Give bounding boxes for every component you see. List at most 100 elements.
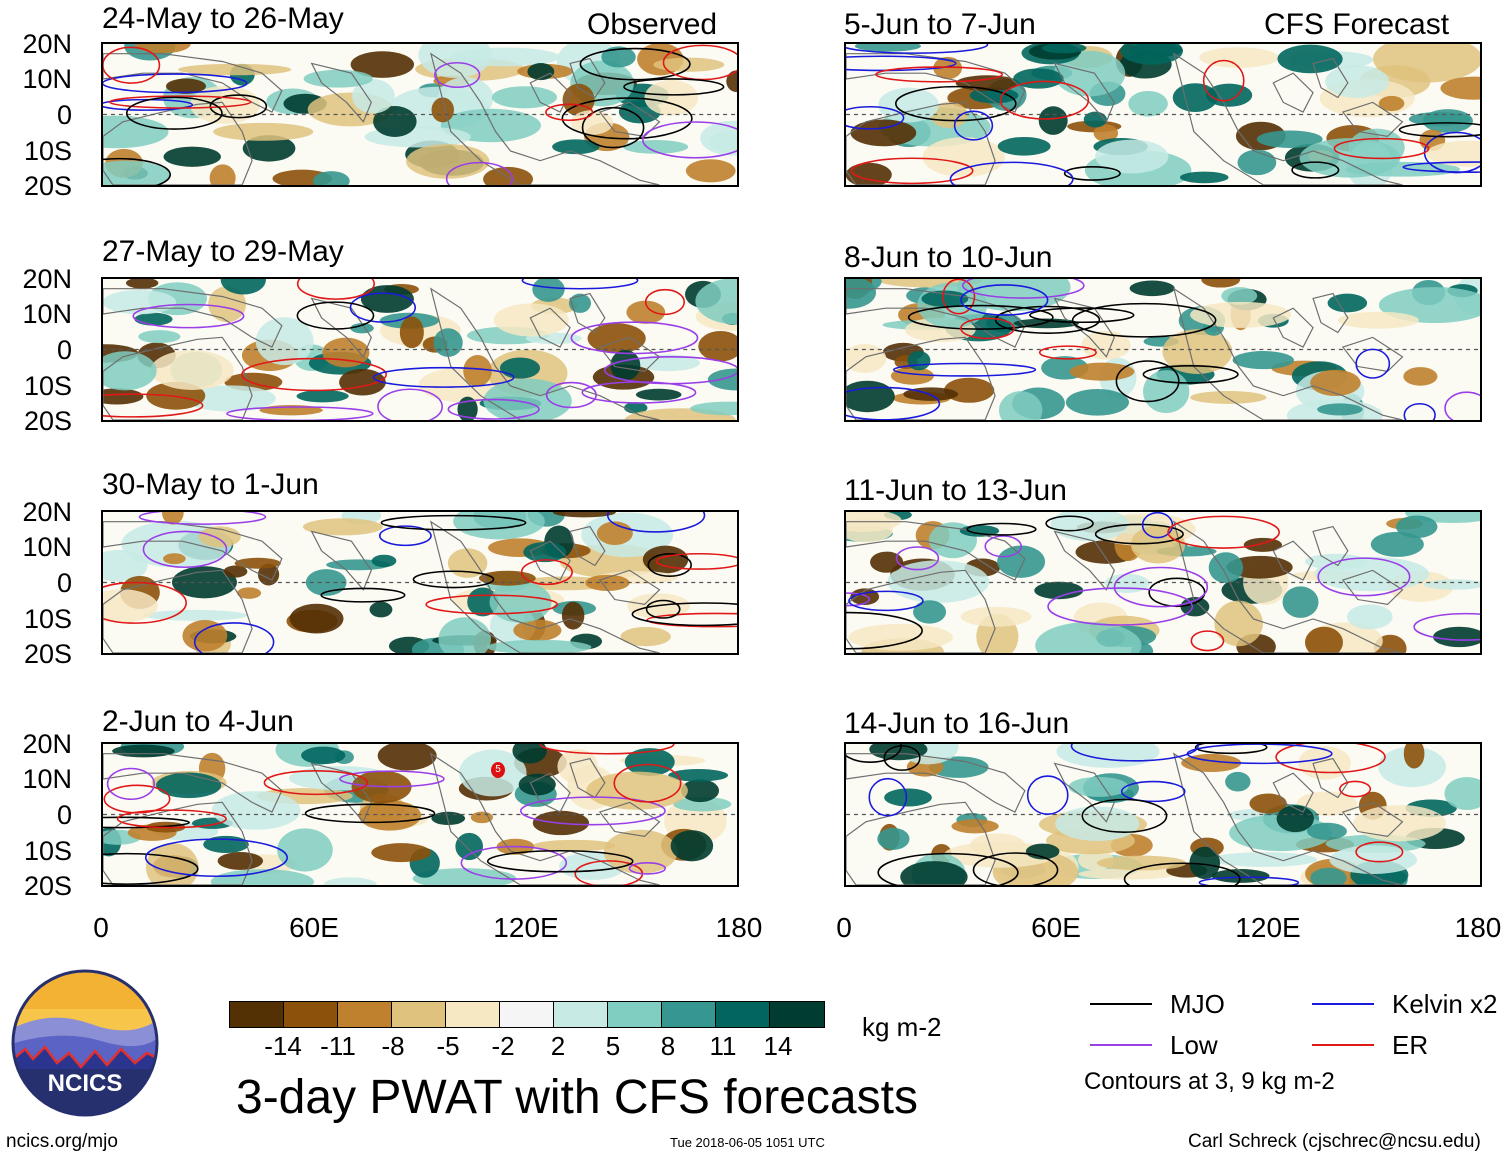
- lon-label-120e: 120E: [1235, 912, 1301, 943]
- lat-label-10n: 10N: [22, 764, 72, 794]
- colorbar-units: kg m-2: [862, 1012, 942, 1042]
- panel-title-fc3: 11-Jun to 13-Jun: [844, 474, 1067, 507]
- contour-line: [631, 602, 737, 627]
- coastline: [1312, 757, 1349, 799]
- contour-line: [646, 612, 737, 628]
- contour-line: [304, 803, 436, 824]
- anomaly-blob: [1081, 330, 1131, 360]
- contour-line: [960, 284, 1049, 316]
- anomaly-blob: [255, 317, 314, 366]
- lat-label-20n: 20N: [22, 729, 72, 759]
- contour-line: [103, 157, 171, 185]
- contour-line: [103, 73, 248, 94]
- anomaly-blob: [150, 350, 234, 390]
- coastline: [103, 753, 283, 813]
- contour-line: [875, 66, 1004, 83]
- anomaly-blob: [373, 106, 417, 137]
- anomaly-blob: [870, 551, 904, 573]
- coastline: [429, 52, 660, 185]
- contour-line: [994, 305, 1101, 334]
- anomaly-blob: [257, 563, 280, 586]
- anomaly-blob: [178, 63, 292, 76]
- coastline: [1172, 52, 1403, 185]
- anomaly-blob: [455, 832, 484, 861]
- anomaly-blob: [1325, 65, 1389, 98]
- anomaly-blob: [1162, 329, 1233, 375]
- anomaly-blob: [1221, 287, 1258, 305]
- anomaly-blob: [854, 44, 921, 52]
- contour-line: [339, 770, 445, 788]
- coastline: [529, 307, 571, 348]
- colorbar-swatch: [770, 1002, 824, 1027]
- contour-line: [883, 745, 921, 771]
- colorbar-tick: 11: [709, 1031, 737, 1061]
- contour-line: [519, 796, 666, 826]
- contour-line: [296, 279, 375, 300]
- contour-line: [999, 80, 1090, 120]
- coastline: [103, 101, 253, 185]
- contour-line: [226, 406, 374, 420]
- pwat-map-fc1: [846, 44, 1480, 185]
- anomaly-blob: [878, 87, 939, 123]
- anomaly-blob: [165, 78, 207, 94]
- contour-line: [103, 581, 187, 624]
- lat-label-10n: 10N: [22, 64, 72, 94]
- lat-label-20n: 20N: [22, 29, 72, 59]
- colorbar-swatch: [554, 1002, 608, 1027]
- anomaly-blob: [412, 868, 517, 885]
- anomaly-blob: [907, 350, 931, 371]
- author-credit: Carl Schreck (cjschrec@ncsu.edu): [1188, 1131, 1481, 1152]
- contour-line: [241, 357, 388, 392]
- anomaly-blob: [642, 545, 689, 574]
- contour-line: [628, 862, 667, 875]
- anomaly-blob: [156, 772, 222, 799]
- anomaly-blob: [1403, 744, 1425, 769]
- anomaly-blob: [211, 791, 301, 830]
- anomaly-blob: [848, 623, 953, 651]
- legend-line-mjo: [1090, 1003, 1152, 1005]
- contour-line: [1123, 862, 1241, 885]
- coastline: [103, 288, 283, 348]
- coastline: [1272, 772, 1314, 813]
- contour-line: [561, 97, 693, 140]
- anomaly-blob: [1065, 388, 1130, 416]
- anomaly-blob: [103, 388, 144, 405]
- anomaly-blob: [103, 115, 169, 149]
- legend-line-low: [1090, 1044, 1152, 1046]
- anomaly-blob: [350, 51, 415, 78]
- contour-line: [846, 44, 989, 54]
- lat-label-eq: 0: [56, 568, 72, 598]
- anomaly-blob: [486, 639, 592, 653]
- anomaly-blob: [846, 162, 892, 185]
- coastline: [1272, 307, 1314, 348]
- map-panel-obs4: 5: [101, 742, 739, 887]
- anomaly-blob: [644, 79, 699, 116]
- anomaly-blob: [163, 553, 186, 565]
- legend-label-kelvin: Kelvin x2: [1392, 989, 1498, 1019]
- anomaly-blob: [1226, 555, 1293, 579]
- coastline: [569, 757, 606, 799]
- anomaly-blob: [670, 830, 714, 862]
- map-panel-fc2: [844, 277, 1482, 422]
- lat-label-20n: 20N: [22, 264, 72, 294]
- anomaly-blob: [1068, 776, 1129, 797]
- anomaly-blob: [489, 581, 552, 623]
- anomaly-blob: [532, 279, 565, 302]
- contour-line: [581, 381, 697, 404]
- anomaly-blob: [1214, 600, 1263, 647]
- anomaly-blob: [624, 748, 675, 776]
- anomaly-blob: [377, 744, 437, 771]
- coastline: [310, 530, 372, 591]
- contour-line: [434, 61, 481, 89]
- anomaly-blob: [568, 293, 592, 313]
- anomaly-blob: [620, 626, 671, 647]
- anomaly-blob: [209, 164, 236, 185]
- contour-line: [1047, 587, 1194, 626]
- legend-line-er: [1312, 1044, 1374, 1046]
- anomaly-blob: [913, 600, 947, 624]
- anomaly-blob: [1128, 90, 1168, 117]
- anomaly-blob: [1306, 822, 1347, 840]
- source-link[interactable]: ncics.org/mjo: [6, 1131, 118, 1152]
- coastline: [529, 772, 571, 813]
- observed-label: Observed: [587, 8, 718, 41]
